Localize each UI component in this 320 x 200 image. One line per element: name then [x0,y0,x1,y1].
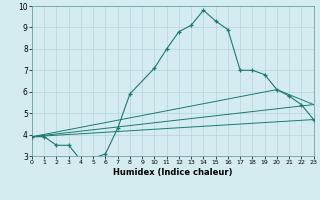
X-axis label: Humidex (Indice chaleur): Humidex (Indice chaleur) [113,168,233,177]
